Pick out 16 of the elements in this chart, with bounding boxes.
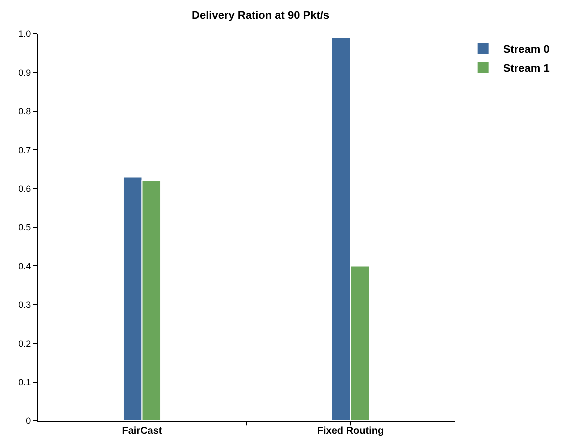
y-tick-label: 0.4	[18, 261, 32, 272]
y-tick-label: 0.7	[18, 145, 32, 156]
y-tick-label: 0.8	[18, 106, 32, 117]
y-tick-label: 1.0	[18, 29, 32, 40]
y-tick-label: 0.3	[18, 300, 32, 310]
y-tick-label: 0.2	[18, 338, 32, 349]
x-tick-label: Fixed Routing	[317, 426, 384, 437]
y-tick-label: 0.9	[18, 68, 32, 78]
x-tick-label: FairCast	[122, 426, 163, 437]
chart-title: Delivery Ration at 90 Pkt/s	[192, 10, 330, 22]
y-tick-label: 0	[26, 416, 32, 426]
y-tick-label: 0.5	[18, 222, 32, 233]
y-tick-label: 0.1	[18, 377, 32, 388]
legend-label: Stream 1	[503, 62, 550, 75]
y-tick-label: 0.6	[18, 184, 32, 194]
legend-label: Stream 0	[503, 44, 550, 56]
